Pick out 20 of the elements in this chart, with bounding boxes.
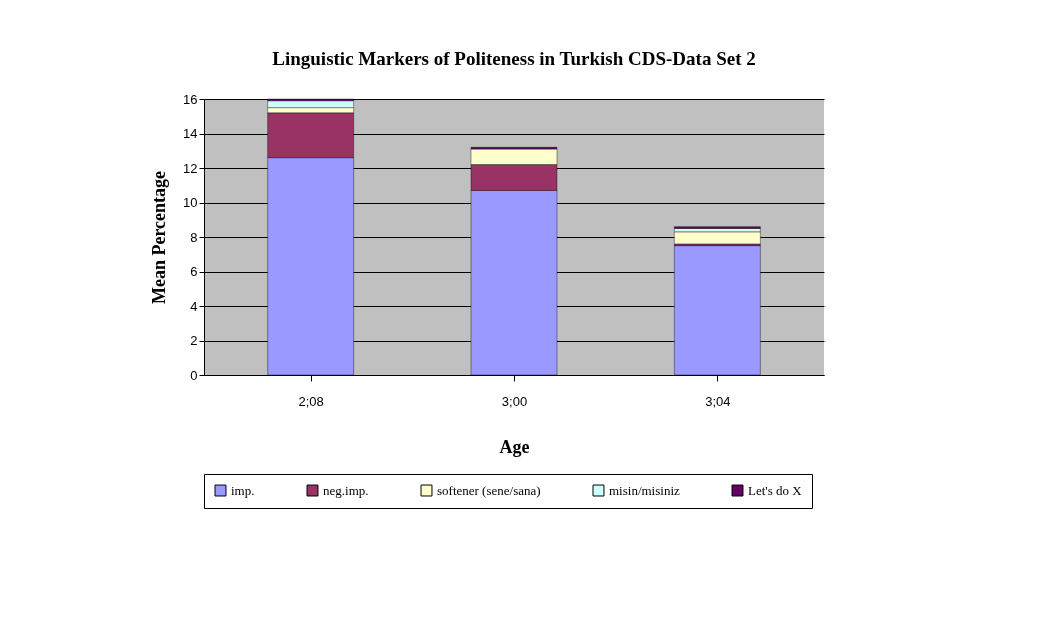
legend-label: misin/misiniz (609, 482, 681, 498)
y-tick-label: 4 (190, 298, 198, 314)
legend-label: neg.imp. (323, 482, 369, 498)
legend-label: Let's do X (748, 482, 803, 498)
y-tick-label: 10 (183, 195, 198, 210)
x-axis-title: Age (499, 436, 530, 457)
y-tick-label: 8 (190, 229, 198, 245)
y-tick-label: 0 (190, 367, 198, 383)
chart-title: Linguistic Markers of Politeness in Turkish CDS-Data Set 2 (272, 48, 756, 69)
x-tick-label: 3;00 (501, 393, 528, 409)
x-tick-label: 2;08 (298, 393, 324, 409)
x-tick-label: 3;04 (705, 393, 731, 409)
legend-label: imp. (231, 482, 255, 498)
y-tick-label: 6 (190, 264, 198, 279)
y-tick-label: 14 (183, 126, 198, 141)
y-tick-label: 2 (190, 333, 198, 348)
y-tick-label: 12 (183, 160, 198, 176)
legend-label: softener (sene/sana) (437, 482, 541, 498)
y-axis-title: Mean Percentage (149, 170, 170, 305)
y-tick-label: 16 (183, 91, 198, 107)
